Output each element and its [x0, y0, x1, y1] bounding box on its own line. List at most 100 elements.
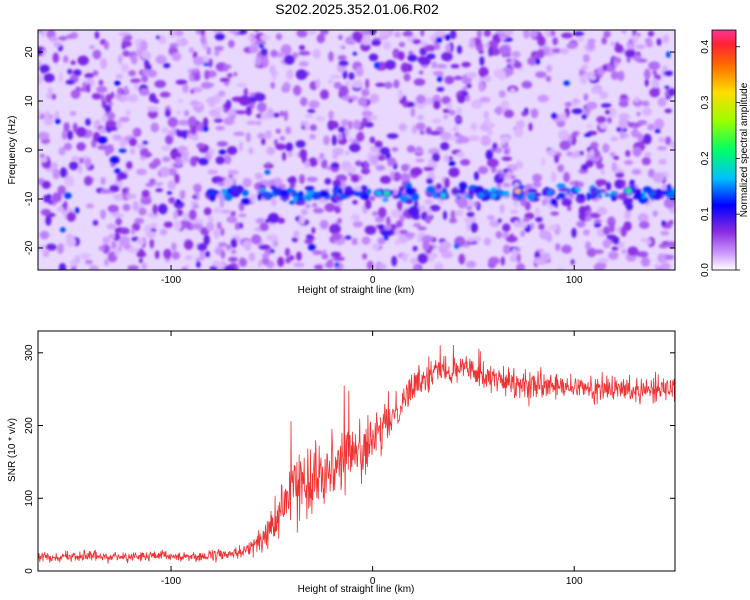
heatmap-cell	[497, 189, 505, 197]
heatmap-cell	[635, 44, 646, 50]
heatmap-cell	[218, 242, 227, 247]
heatmap-cell	[449, 136, 459, 141]
heatmap-cell	[395, 220, 403, 228]
heatmap-cell	[337, 200, 342, 208]
heatmap-cell	[504, 148, 509, 155]
heatmap-cell	[337, 217, 342, 224]
heatmap-cell	[597, 206, 608, 216]
heatmap-cell	[198, 157, 209, 166]
heatmap-cell	[233, 71, 238, 77]
heatmap-cell	[118, 235, 131, 247]
heatmap-cell	[448, 161, 456, 166]
heatmap-cell	[283, 54, 295, 65]
heatmap-cell	[136, 168, 147, 176]
heatmap-cell	[510, 209, 518, 214]
heatmap-cell	[593, 150, 600, 158]
heatmap-cell	[178, 98, 183, 104]
heatmap-cell	[283, 81, 290, 89]
heatmap-cell	[112, 134, 123, 141]
heatmap-cell	[219, 77, 230, 83]
heatmap-cell	[39, 64, 50, 73]
heatmap-cell	[665, 51, 671, 58]
heatmap-cell	[242, 177, 252, 188]
heatmap-cell	[321, 159, 328, 169]
heatmap-cell	[39, 230, 50, 240]
heatmap-cell	[334, 262, 340, 268]
snr-series-line	[38, 344, 675, 564]
heatmap-cell	[563, 80, 570, 86]
heatmap-cell	[535, 216, 543, 223]
heatmap-cell	[213, 207, 222, 214]
heatmap-cell	[98, 245, 105, 251]
colorbar-gradient	[711, 29, 737, 271]
heatmap-cell	[319, 152, 325, 159]
heatmap-cell	[398, 233, 408, 244]
heatmap-cell	[260, 34, 270, 41]
heatmap-cell	[563, 171, 570, 183]
heatmap-cell	[535, 71, 547, 78]
heatmap-cell	[483, 75, 492, 83]
heatmap-cell	[277, 217, 285, 224]
heatmap-cell	[495, 147, 503, 154]
heatmap-cell	[133, 82, 139, 91]
heatmap-cell	[142, 69, 153, 76]
heatmap-cell	[440, 131, 452, 141]
heatmap-cell	[74, 207, 80, 214]
heatmap-cell	[457, 197, 468, 209]
heatmap-cell	[147, 109, 158, 119]
heatmap-cell	[43, 73, 55, 83]
heatmap-cell	[570, 153, 582, 158]
heatmap-cell	[558, 129, 569, 141]
heatmap-cell	[162, 156, 171, 163]
heatmap-cell	[200, 34, 207, 45]
heatmap-cell	[571, 131, 578, 138]
heatmap-cell	[352, 119, 362, 130]
heatmap-cell	[383, 235, 389, 241]
heatmap-cell	[516, 253, 521, 263]
heatmap-cell	[270, 49, 278, 58]
heatmap-cell	[293, 262, 305, 268]
heatmap-cell	[275, 128, 281, 134]
heatmap-cell	[636, 111, 641, 117]
heatmap-cell	[308, 100, 320, 109]
heatmap-cell	[393, 171, 401, 182]
heatmap-cell	[228, 39, 235, 48]
heatmap-cell	[165, 134, 174, 145]
heatmap-cell	[86, 83, 91, 93]
heatmap-cell	[440, 142, 450, 151]
heatmap-cell	[403, 73, 411, 82]
heatmap-cell	[258, 244, 271, 250]
heatmap-cell	[182, 83, 189, 94]
heatmap-cell	[547, 189, 553, 195]
heatmap-cell	[393, 79, 400, 89]
heatmap-cell	[297, 190, 304, 199]
heatmap-cell	[304, 114, 314, 118]
heatmap-y-tick-label: -10	[24, 191, 35, 206]
heatmap-cell	[372, 211, 378, 217]
heatmap-cell	[391, 147, 399, 152]
heatmap-cell	[130, 78, 141, 84]
heatmap-cell	[598, 257, 609, 264]
heatmap-cell	[375, 82, 386, 87]
heatmap-cell	[541, 252, 551, 262]
heatmap-cell	[546, 149, 557, 156]
heatmap-cell	[99, 58, 108, 70]
heatmap-cell	[647, 123, 655, 131]
heatmap-cell	[132, 200, 139, 212]
heatmap-cell	[77, 164, 83, 174]
heatmap-cell	[306, 176, 318, 182]
heatmap-cell	[419, 70, 424, 75]
heatmap-cell	[611, 194, 617, 202]
heatmap-cell	[607, 117, 612, 124]
heatmap-cell	[105, 93, 112, 103]
heatmap-cell	[262, 57, 269, 68]
heatmap-cell	[118, 148, 127, 154]
heatmap-cell	[564, 102, 573, 107]
heatmap-cell	[140, 155, 146, 161]
heatmap-x-axis-label: Height of straight line (km)	[298, 285, 415, 296]
heatmap-cell	[286, 69, 294, 80]
heatmap-cell	[160, 145, 172, 151]
heatmap-cell	[91, 93, 102, 100]
heatmap-cell	[132, 129, 139, 135]
heatmap-cell	[352, 31, 364, 42]
